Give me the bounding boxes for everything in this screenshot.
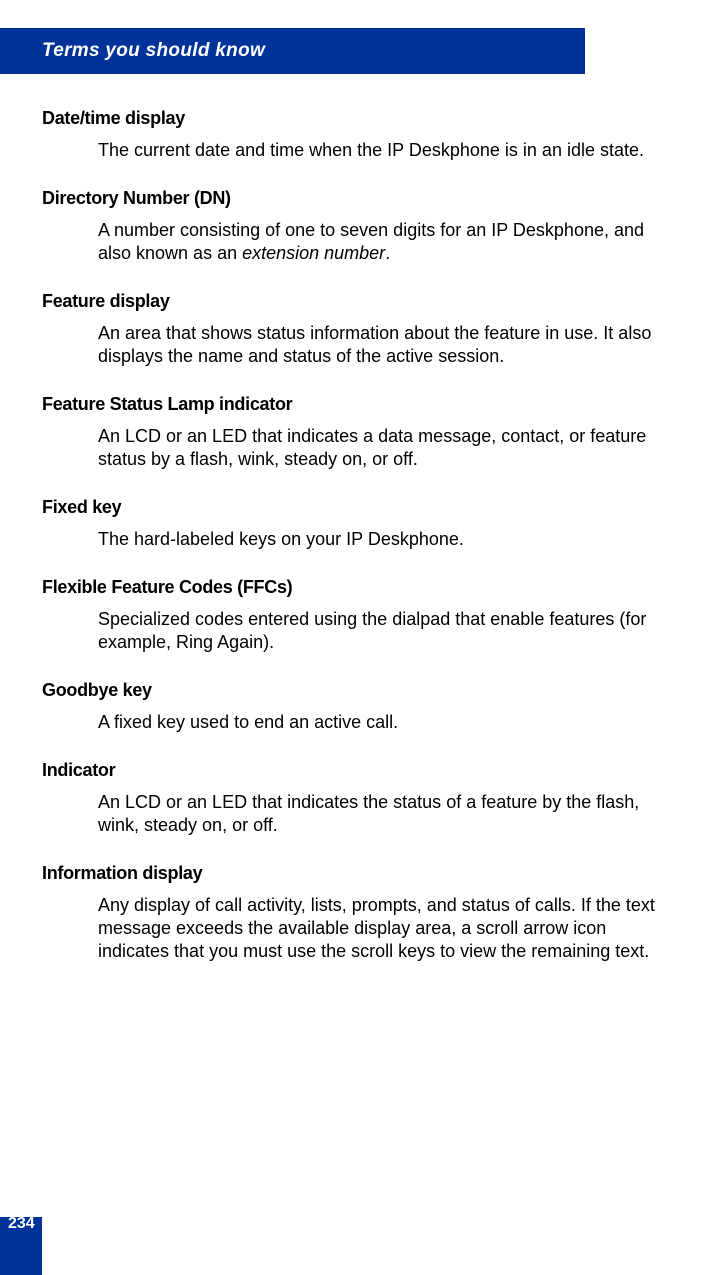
term-title: Goodbye key	[42, 680, 677, 701]
term-desc: An area that shows status information ab…	[98, 322, 677, 368]
term-desc-text: .	[385, 243, 390, 263]
term-title: Feature display	[42, 291, 677, 312]
term-title: Information display	[42, 863, 677, 884]
page-header-title: Terms you should know	[42, 40, 585, 62]
term-desc: An LCD or an LED that indicates a data m…	[98, 425, 677, 471]
term-title: Indicator	[42, 760, 677, 781]
term-desc: Any display of call activity, lists, pro…	[98, 894, 677, 963]
term-block: Goodbye key A fixed key used to end an a…	[42, 680, 677, 734]
term-title: Directory Number (DN)	[42, 188, 677, 209]
term-title: Fixed key	[42, 497, 677, 518]
term-desc: Specialized codes entered using the dial…	[98, 608, 677, 654]
term-desc: A fixed key used to end an active call.	[98, 711, 677, 734]
term-block: Fixed key The hard-labeled keys on your …	[42, 497, 677, 551]
term-block: Information display Any display of call …	[42, 863, 677, 963]
term-desc: The current date and time when the IP De…	[98, 139, 677, 162]
content-area: Date/time display The current date and t…	[42, 108, 677, 990]
term-block: Indicator An LCD or an LED that indicate…	[42, 760, 677, 837]
page-number: 234	[8, 1215, 35, 1233]
term-desc: An LCD or an LED that indicates the stat…	[98, 791, 677, 837]
term-block: Feature display An area that shows statu…	[42, 291, 677, 368]
term-block: Directory Number (DN) A number consistin…	[42, 188, 677, 265]
term-block: Feature Status Lamp indicator An LCD or …	[42, 394, 677, 471]
term-title: Flexible Feature Codes (FFCs)	[42, 577, 677, 598]
term-desc: A number consisting of one to seven digi…	[98, 219, 677, 265]
term-title: Date/time display	[42, 108, 677, 129]
footer-bar: 234	[0, 1217, 42, 1275]
term-title: Feature Status Lamp indicator	[42, 394, 677, 415]
term-desc-italic: extension number	[242, 243, 385, 263]
term-desc: The hard-labeled keys on your IP Deskpho…	[98, 528, 677, 551]
term-block: Flexible Feature Codes (FFCs) Specialize…	[42, 577, 677, 654]
term-block: Date/time display The current date and t…	[42, 108, 677, 162]
header-bar: Terms you should know	[0, 28, 585, 74]
